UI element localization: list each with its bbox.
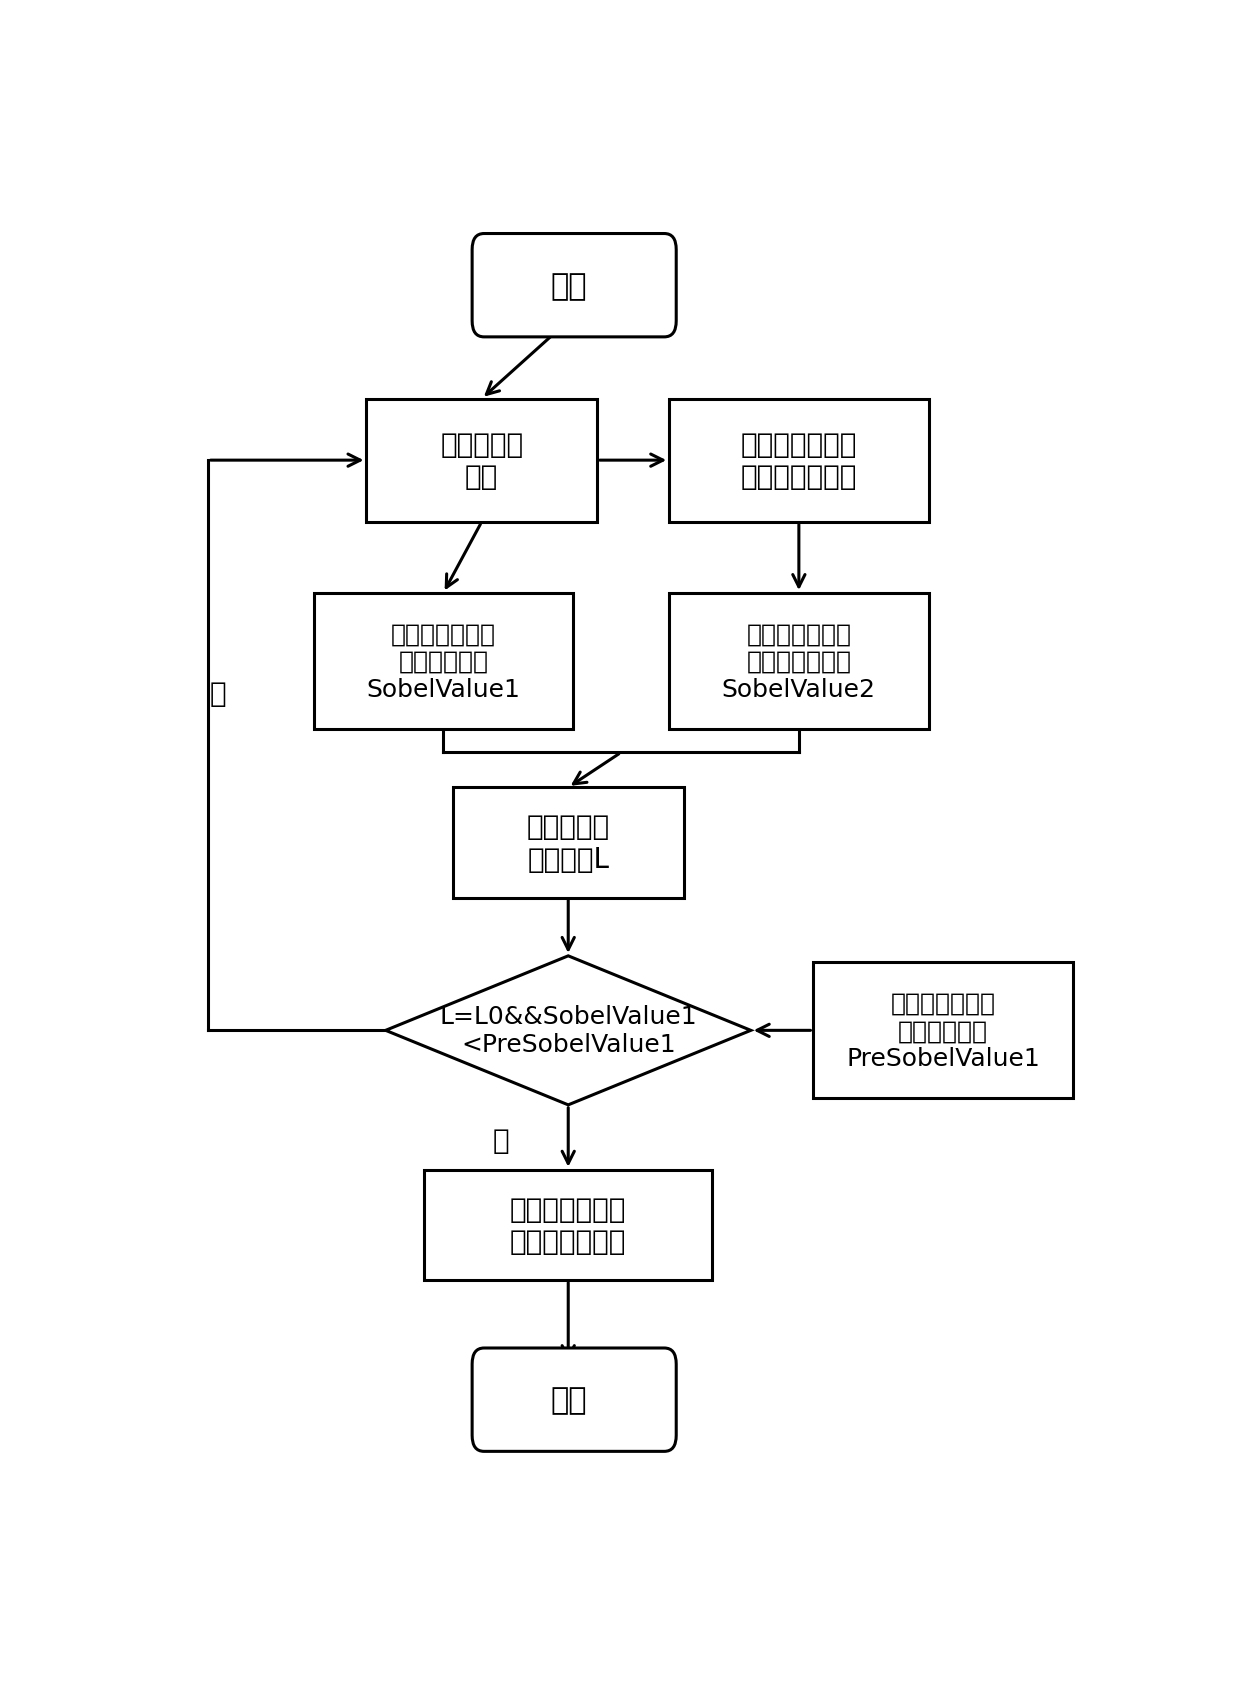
Text: L=L0&&SobelValue1
<PreSobelValue1: L=L0&&SobelValue1 <PreSobelValue1 [439,1004,697,1056]
Text: 开始: 开始 [551,271,587,301]
Text: 计算高斯模糊图
像清晰度评价值
SobelValue2: 计算高斯模糊图 像清晰度评价值 SobelValue2 [722,622,875,701]
Text: 是: 是 [492,1127,510,1156]
Bar [453,787,683,898]
Bar [367,399,596,523]
Text: 获取当前帧图像
的高斯模糊图像: 获取当前帧图像 的高斯模糊图像 [740,431,857,491]
FancyBboxPatch shape [472,1349,676,1452]
Text: 否: 否 [210,680,226,708]
Bar [314,594,573,730]
Text: 计算当前帧
调焦步长L: 计算当前帧 调焦步长L [527,812,610,873]
Text: 输出前一帧图像
为准焦状态图像: 输出前一帧图像 为准焦状态图像 [510,1194,626,1255]
Text: 结束: 结束 [551,1386,587,1415]
Bar [424,1171,713,1280]
Bar [813,962,1073,1098]
Polygon shape [386,957,751,1105]
Text: 输入上一帧图像
清晰度评价值
PreSobelValue1: 输入上一帧图像 清晰度评价值 PreSobelValue1 [846,991,1040,1070]
Text: 计算当前帧图像
清晰度评价值
SobelValue1: 计算当前帧图像 清晰度评价值 SobelValue1 [366,622,521,701]
Text: 获取当前帧
图像: 获取当前帧 图像 [440,431,523,491]
Bar [670,399,929,523]
Bar [670,594,929,730]
FancyBboxPatch shape [472,234,676,338]
